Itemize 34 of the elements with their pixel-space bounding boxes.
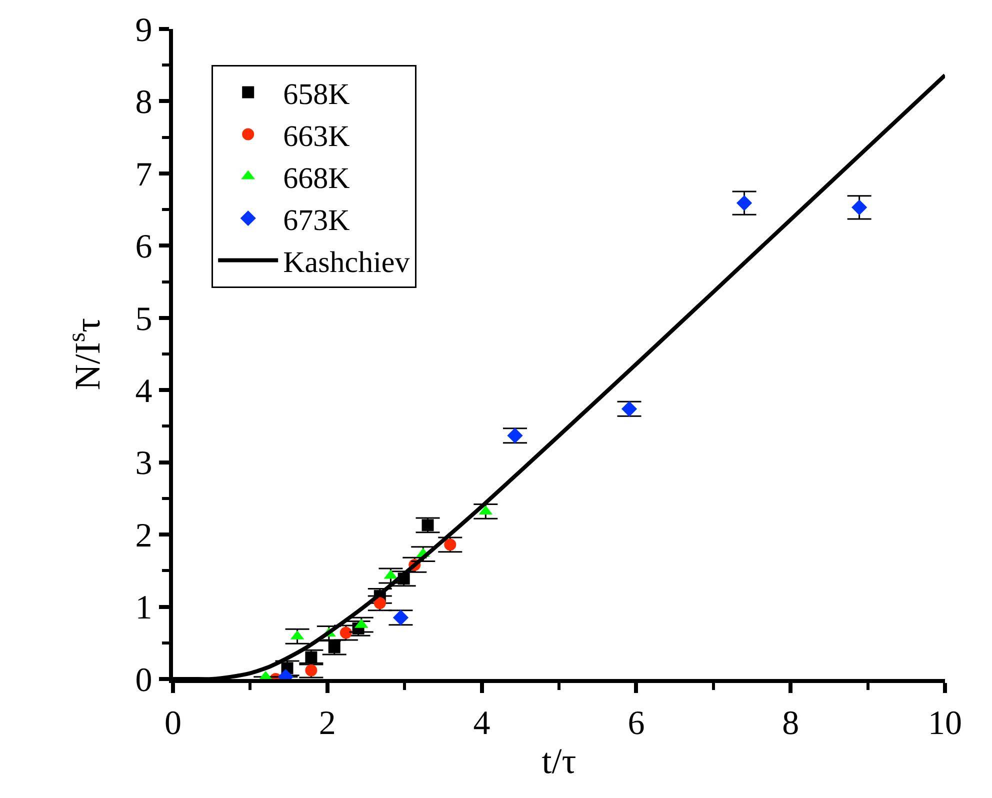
y-tick-label: 4: [135, 373, 152, 410]
point: [328, 641, 340, 654]
x-tick-label: 2: [318, 704, 336, 742]
y-tick-label: 6: [135, 228, 152, 266]
y-tick-label: 3: [135, 445, 152, 482]
x-tick-label: 0: [164, 704, 182, 742]
y-tick-label: 5: [135, 300, 152, 338]
point: [340, 626, 352, 639]
y-tick-label: 0: [135, 662, 152, 699]
y-tick-label: 9: [135, 12, 152, 49]
x-axis-title: t/τ: [542, 741, 576, 781]
legend-label: 658K: [283, 78, 350, 111]
x-tick-label: 8: [782, 704, 800, 742]
y-tick-label: 2: [135, 517, 152, 554]
point: [736, 195, 752, 211]
x-tick-label: 10: [928, 704, 962, 742]
legend-label: 673K: [283, 204, 350, 237]
y-tick-label: 8: [135, 84, 152, 122]
y-tick-label: 1: [135, 590, 152, 627]
point: [305, 664, 318, 676]
point: [422, 519, 434, 532]
legend-label: 663K: [283, 120, 350, 153]
x-tick-label: 6: [628, 704, 645, 742]
x-tick-label: 4: [473, 704, 490, 742]
point: [444, 538, 456, 551]
point: [392, 610, 409, 626]
legend-label: 668K: [283, 162, 350, 195]
point: [621, 401, 638, 417]
point: [852, 200, 868, 216]
y-tick-label: 7: [135, 156, 152, 194]
legend-label: Kashchiev: [283, 246, 410, 279]
point: [507, 428, 523, 444]
point: [374, 597, 386, 610]
point: [305, 651, 318, 664]
